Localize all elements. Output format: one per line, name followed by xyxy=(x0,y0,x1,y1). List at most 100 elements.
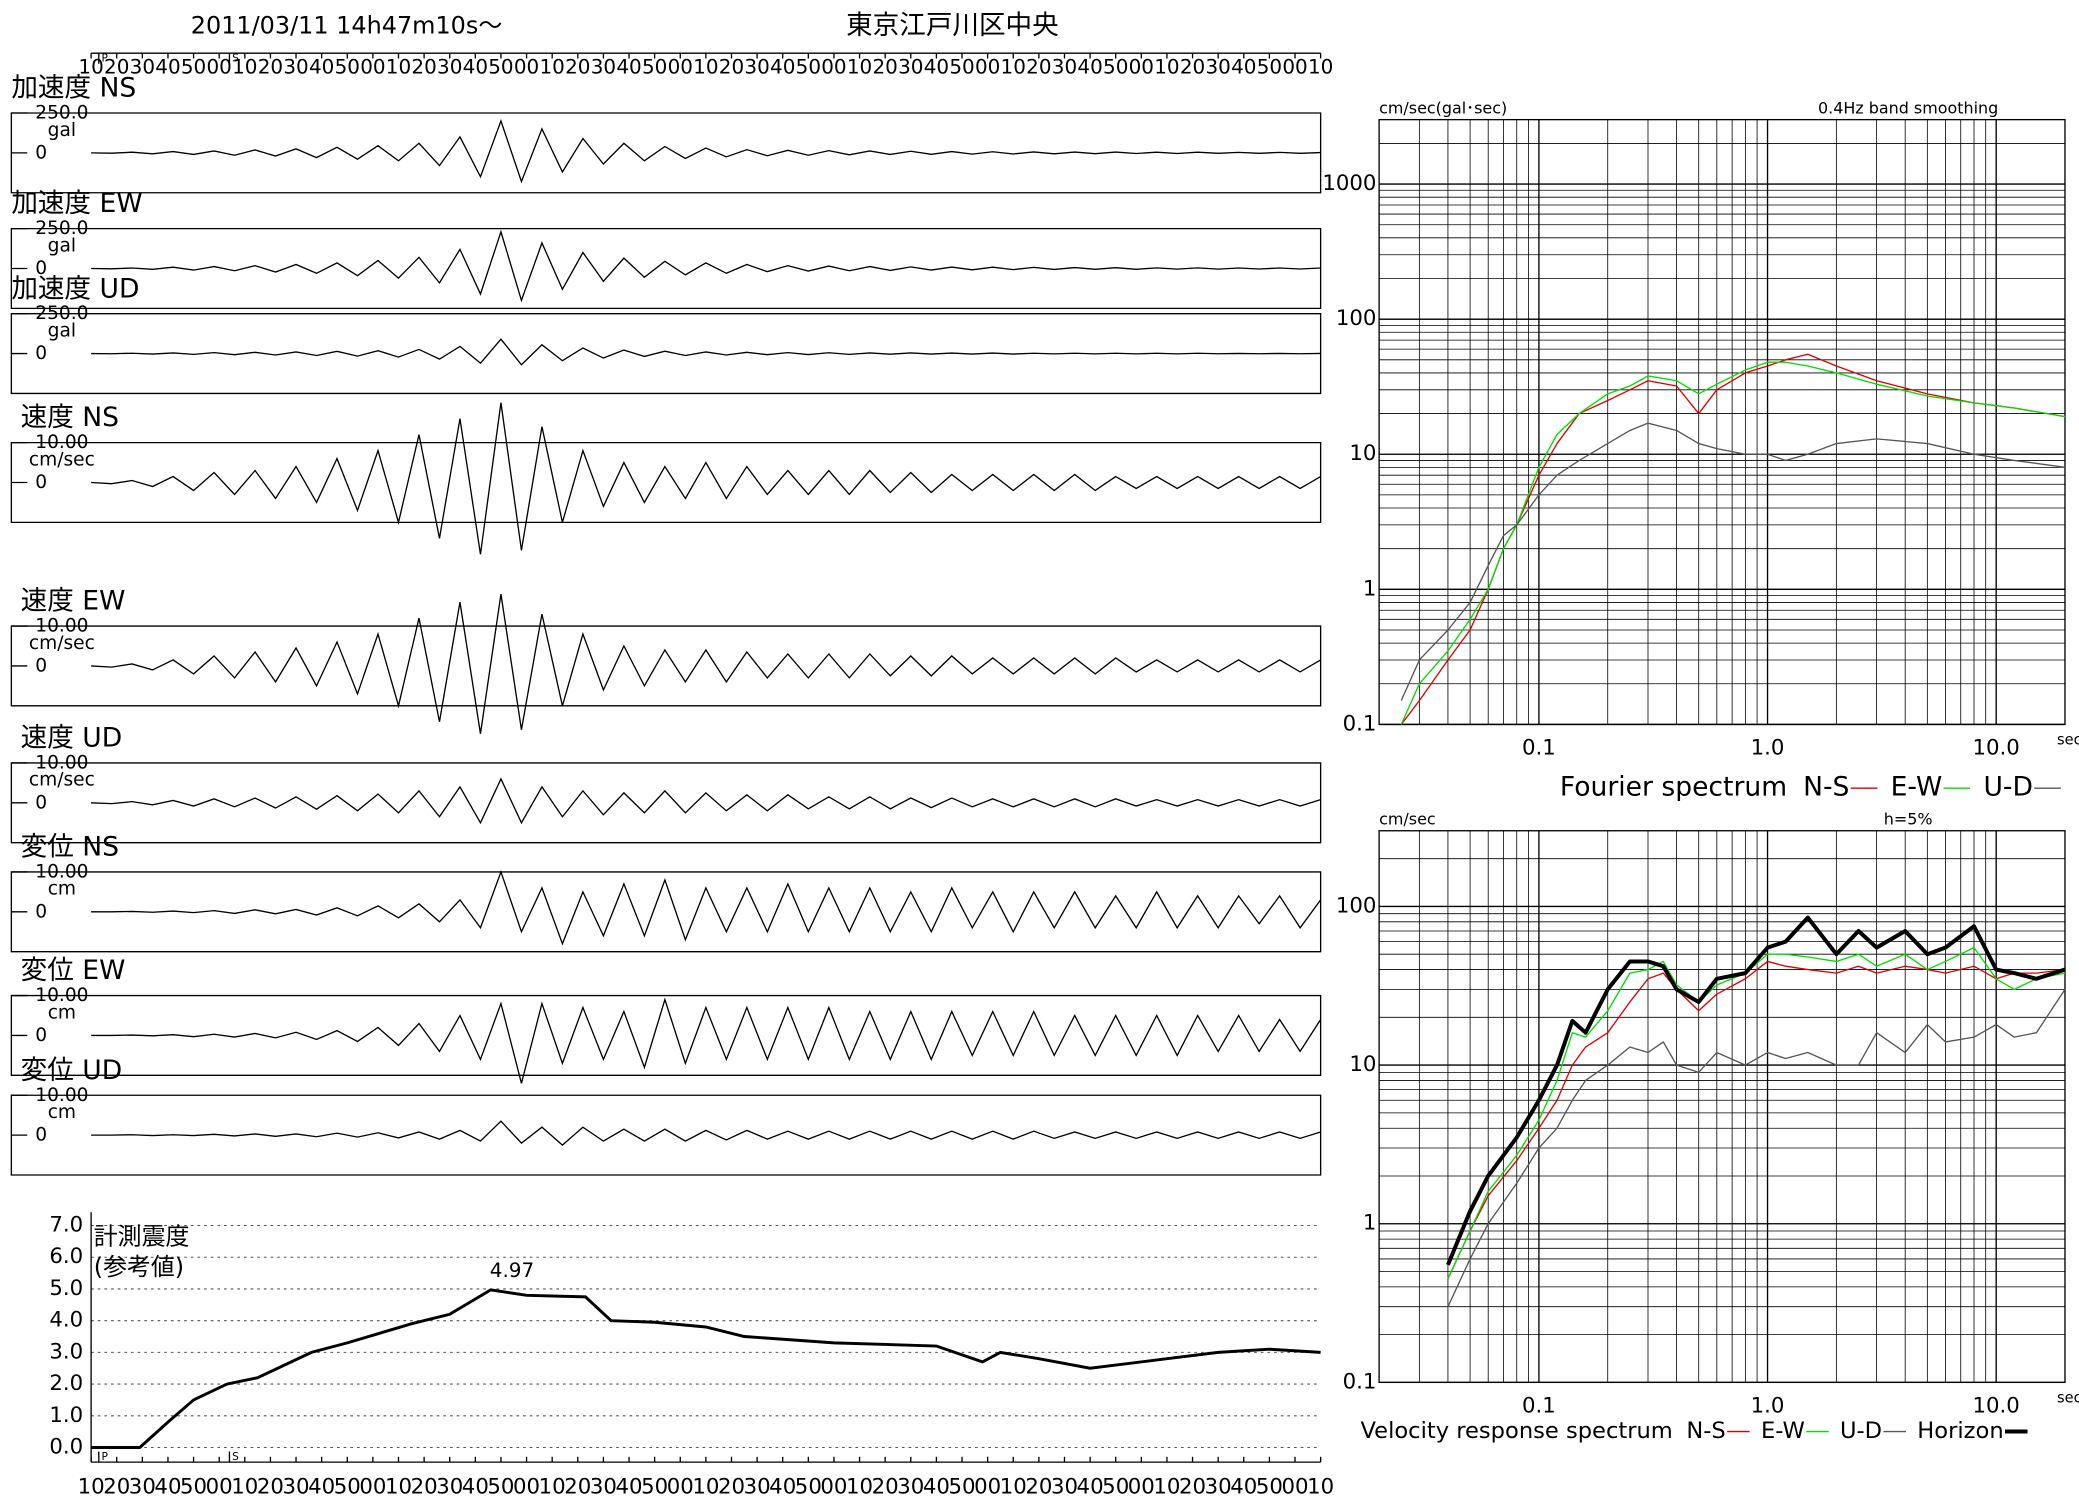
x-tick-label: 40 xyxy=(1230,1474,1257,1499)
x-tick-label: 10 xyxy=(78,1474,105,1499)
x-tick-label: 00 xyxy=(514,55,539,78)
legend-title: Fourier spectrum xyxy=(1560,772,1787,803)
panel-title: 加速度 NS xyxy=(11,73,136,104)
legend-label: E-W xyxy=(1891,772,1943,803)
x-tick-label: 00 xyxy=(513,1474,540,1499)
x-tick-label: 10 xyxy=(78,55,103,78)
x-tick-label: 30 xyxy=(898,55,923,78)
spectrum-line xyxy=(1400,422,2066,701)
x-tick-label: 50 xyxy=(948,1474,975,1499)
x-tick-label: 40 xyxy=(770,55,795,78)
x-tick-label: 20 xyxy=(872,55,897,78)
y-tick-label: 100 xyxy=(1336,306,1377,331)
panel-title: 速度 NS xyxy=(21,402,119,433)
phase-label: S xyxy=(232,51,239,64)
x-tick-label: 50 xyxy=(795,1474,822,1499)
x-tick-label: 30 xyxy=(283,1474,310,1499)
panel-title: 変位 EW xyxy=(21,955,126,986)
waveform xyxy=(91,594,1321,734)
y-tick-label: 10.00 xyxy=(35,432,88,453)
y-tick-label: 250.0 xyxy=(35,303,88,324)
x-tick-label: 50 xyxy=(1102,1474,1129,1499)
x-tick-label: 50 xyxy=(1257,55,1282,78)
unit-label: cm/sec xyxy=(29,449,95,470)
x-tick-label: 40 xyxy=(462,1474,489,1499)
y-tick-label: 2.0 xyxy=(49,1371,83,1396)
x-tick-label: 30 xyxy=(1052,55,1077,78)
x-tick-label: 20 xyxy=(258,55,283,78)
waveform xyxy=(91,1120,1321,1146)
y-tick-label: 10.00 xyxy=(35,985,88,1006)
x-tick-label: 40 xyxy=(308,1474,335,1499)
x-tick-label: 10 xyxy=(692,1474,719,1499)
legend-title: Velocity response spectrum xyxy=(1361,1418,1673,1444)
x-tick-label: 1.0 xyxy=(1751,735,1785,760)
x-tick-label: 30 xyxy=(437,55,462,78)
x-tick-label: 20 xyxy=(719,55,744,78)
x-tick-label: 40 xyxy=(769,1474,796,1499)
unit-label: cm/sec xyxy=(29,770,95,791)
x-tick-label: 30 xyxy=(590,1474,617,1499)
y-tick-label: 0 xyxy=(35,792,47,813)
spectrum-line xyxy=(1400,361,2066,725)
y-tick-label: 6.0 xyxy=(49,1244,83,1269)
x-tick-label: 10 xyxy=(539,1474,566,1499)
y-tick-label: 0.1 xyxy=(1343,711,1377,736)
y-tick-label: 10.00 xyxy=(35,616,88,637)
spectrum-line xyxy=(1447,960,2066,1280)
intensity-line xyxy=(91,1288,1321,1449)
x-tick-label: 10 xyxy=(1000,1474,1027,1499)
x-tick-label: 40 xyxy=(1077,1474,1104,1499)
x-tick-label: 10 xyxy=(1308,55,1333,78)
x-tick-label: 50 xyxy=(1103,55,1128,78)
x-tick-label: 10 xyxy=(540,55,565,78)
panel-title: 加速度 UD xyxy=(11,273,139,304)
unit-label: gal xyxy=(48,235,76,256)
x-tick-label: 00 xyxy=(974,1474,1001,1499)
y-tick-label: 250.0 xyxy=(35,102,88,123)
y-axis-label: cm/sec(gal･sec) xyxy=(1379,98,1507,117)
x-tick-label: 50 xyxy=(642,55,667,78)
x-tick-label: 10 xyxy=(231,1474,258,1499)
x-tick-label: 30 xyxy=(897,1474,924,1499)
y-tick-label: 0 xyxy=(35,343,47,364)
legend-label: N-S xyxy=(1803,772,1849,803)
y-tick-label: 5.0 xyxy=(49,1276,83,1301)
x-tick-label: 10 xyxy=(847,55,872,78)
x-tick-label: 10 xyxy=(232,55,257,78)
x-tick-label: 20 xyxy=(411,1474,438,1499)
x-tick-label: 40 xyxy=(1231,55,1256,78)
x-tick-label: 20 xyxy=(565,55,590,78)
y-tick-label: 100 xyxy=(1336,893,1377,918)
x-tick-label: 00 xyxy=(667,1474,694,1499)
legend-label: Horizon xyxy=(1917,1418,2003,1444)
x-tick-label: 00 xyxy=(359,1474,386,1499)
x-tick-label: 20 xyxy=(411,55,436,78)
x-tick-label: 00 xyxy=(1128,1474,1155,1499)
y-tick-label: 7.0 xyxy=(49,1213,83,1238)
x-tick-label: 10 xyxy=(1001,55,1026,78)
plot-frame xyxy=(1378,118,2066,726)
x-tick-label: 20 xyxy=(257,1474,284,1499)
x-tick-label: 40 xyxy=(154,1474,181,1499)
x-tick-label: 40 xyxy=(309,55,334,78)
y-tick-label: 0 xyxy=(35,655,47,676)
x-tick-label: 20 xyxy=(1026,55,1051,78)
x-tick-label: 40 xyxy=(923,1474,950,1499)
x-tick-label: 30 xyxy=(130,55,155,78)
panel-title: 変位 NS xyxy=(21,832,119,863)
x-tick-label: 40 xyxy=(924,55,949,78)
legend-label: U-D xyxy=(1983,772,2033,803)
unit-label: cm xyxy=(48,1002,76,1023)
chart-subtitle: 0.4Hz band smoothing xyxy=(1818,98,1998,117)
x-tick-label: 30 xyxy=(436,1474,463,1499)
panel-title: 加速度 EW xyxy=(11,188,142,219)
x-tick-label: 30 xyxy=(744,55,769,78)
x-tick-label: 00 xyxy=(975,55,1000,78)
unit-label: cm/sec xyxy=(29,633,95,654)
waveform xyxy=(91,338,1321,366)
chart-title: 2011/03/11 14h47m10s〜 xyxy=(191,12,502,40)
waveform xyxy=(91,777,1321,825)
y-tick-label: 250.0 xyxy=(35,218,88,239)
y-axis-label: cm/sec xyxy=(1379,810,1436,829)
